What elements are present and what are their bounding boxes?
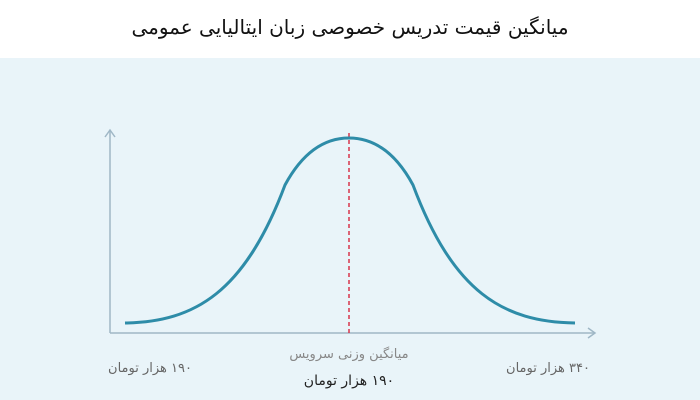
average-caption: میانگین وزنی سرویس [289, 346, 408, 362]
distribution-curve [124, 136, 576, 325]
min-label: ۱۹۰ هزار تومان [108, 361, 192, 376]
title: میانگین قیمت تدریس خصوصی زبان ایتالیایی … [131, 15, 568, 39]
title-band [0, 0, 700, 58]
average-value: ۱۹۰ هزار تومان [304, 373, 394, 389]
max-label: ۳۴۰ هزار تومان [506, 361, 590, 376]
y-arrow [104, 128, 116, 138]
x-arrow [587, 327, 597, 339]
